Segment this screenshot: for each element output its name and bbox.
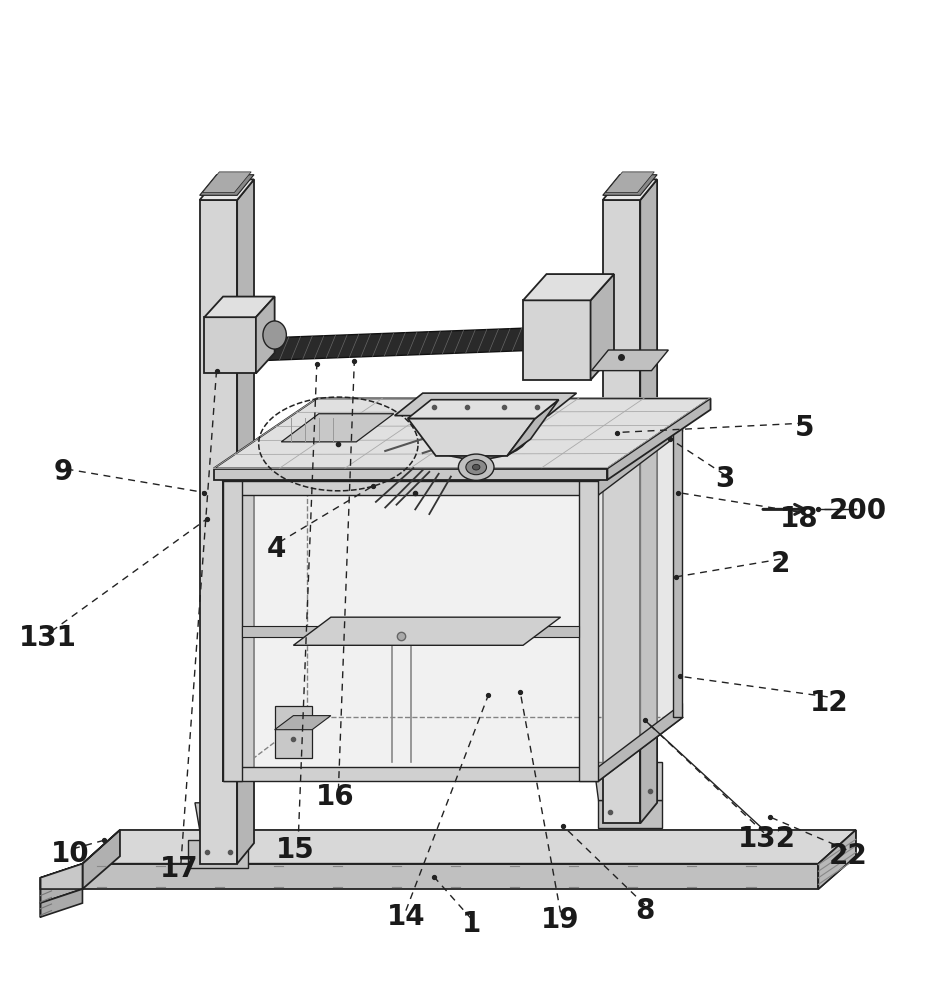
Text: 4: 4 (267, 535, 286, 563)
Polygon shape (523, 300, 590, 380)
Polygon shape (82, 864, 819, 889)
Polygon shape (241, 626, 579, 637)
Polygon shape (598, 800, 662, 828)
Ellipse shape (458, 454, 494, 480)
Text: 17: 17 (159, 855, 198, 883)
Polygon shape (214, 469, 607, 480)
Ellipse shape (425, 410, 528, 459)
Polygon shape (603, 179, 657, 200)
Text: 10: 10 (51, 840, 90, 868)
Polygon shape (590, 274, 614, 380)
Polygon shape (82, 830, 120, 889)
Text: 16: 16 (316, 783, 355, 811)
Polygon shape (673, 418, 683, 717)
Polygon shape (603, 200, 640, 823)
Polygon shape (598, 418, 683, 781)
Polygon shape (819, 830, 856, 889)
Polygon shape (41, 864, 82, 889)
Text: 3: 3 (715, 465, 735, 493)
Polygon shape (605, 172, 654, 193)
Polygon shape (598, 418, 683, 495)
Polygon shape (244, 326, 582, 361)
Polygon shape (407, 400, 558, 418)
Polygon shape (507, 400, 558, 456)
Polygon shape (293, 617, 560, 645)
Text: 131: 131 (19, 624, 76, 652)
Polygon shape (189, 840, 248, 868)
Ellipse shape (437, 417, 517, 453)
Polygon shape (200, 179, 254, 200)
Polygon shape (223, 767, 598, 781)
Polygon shape (640, 179, 657, 823)
Polygon shape (82, 830, 856, 864)
Polygon shape (214, 398, 710, 469)
Polygon shape (205, 297, 274, 317)
Polygon shape (223, 481, 598, 495)
Polygon shape (598, 703, 683, 781)
Polygon shape (819, 830, 856, 889)
Polygon shape (523, 274, 614, 300)
Ellipse shape (263, 321, 287, 349)
Polygon shape (203, 172, 251, 193)
Polygon shape (223, 481, 241, 781)
Polygon shape (274, 706, 312, 758)
Polygon shape (603, 175, 657, 195)
Text: 19: 19 (541, 906, 580, 934)
Polygon shape (41, 889, 82, 903)
Text: 15: 15 (276, 836, 315, 864)
Text: 132: 132 (737, 825, 796, 853)
Polygon shape (223, 481, 598, 781)
Text: 5: 5 (795, 414, 814, 442)
Polygon shape (200, 175, 254, 195)
Text: 9: 9 (54, 458, 74, 486)
Polygon shape (281, 414, 394, 442)
Polygon shape (394, 393, 576, 416)
Polygon shape (579, 481, 598, 781)
Polygon shape (607, 398, 710, 480)
Polygon shape (237, 179, 254, 864)
Polygon shape (41, 864, 82, 903)
Ellipse shape (472, 464, 480, 470)
Ellipse shape (449, 423, 505, 447)
Text: 2: 2 (771, 550, 790, 578)
Polygon shape (205, 317, 256, 373)
Polygon shape (256, 297, 274, 373)
Polygon shape (274, 716, 331, 730)
Polygon shape (591, 350, 669, 371)
Polygon shape (195, 803, 246, 840)
Polygon shape (407, 418, 536, 456)
Polygon shape (41, 889, 82, 917)
Text: 12: 12 (810, 689, 849, 717)
Polygon shape (41, 830, 120, 878)
Text: 200: 200 (829, 497, 886, 525)
Polygon shape (200, 200, 237, 864)
Text: 8: 8 (636, 897, 654, 925)
Text: 22: 22 (829, 842, 868, 870)
Text: 1: 1 (462, 910, 481, 938)
Text: 14: 14 (387, 903, 425, 931)
Polygon shape (593, 762, 662, 800)
Text: 18: 18 (780, 505, 819, 533)
Ellipse shape (466, 460, 487, 475)
